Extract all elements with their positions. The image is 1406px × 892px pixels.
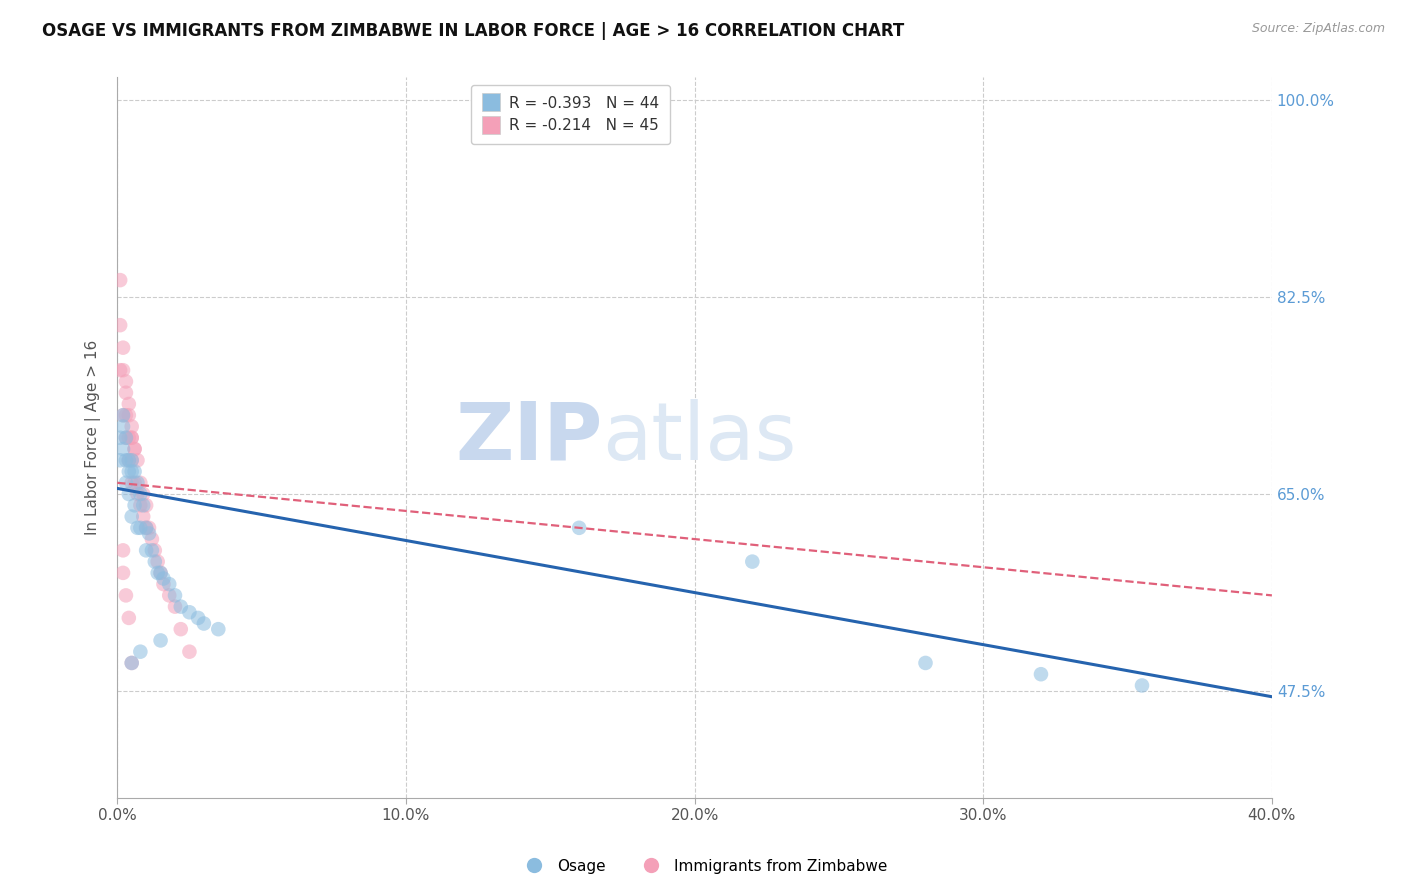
Point (121, 419, 143, 434)
Point (112, 419, 135, 434)
Point (141, 532, 163, 546)
Text: ZIP: ZIP (456, 399, 602, 476)
Point (141, 543, 163, 558)
Text: OSAGE VS IMMIGRANTS FROM ZIMBABWE IN LABOR FORCE | AGE > 16 CORRELATION CHART: OSAGE VS IMMIGRANTS FROM ZIMBABWE IN LAB… (42, 22, 904, 40)
Point (108, 273, 131, 287)
Point (914, 656, 936, 670)
Point (138, 521, 160, 535)
Point (115, 588, 138, 602)
Point (112, 363, 135, 377)
Point (127, 487, 149, 501)
Point (187, 611, 209, 625)
Point (115, 431, 138, 445)
Point (108, 431, 131, 445)
Point (118, 465, 141, 479)
Text: Source: ZipAtlas.com: Source: ZipAtlas.com (1251, 22, 1385, 36)
Point (112, 409, 135, 423)
Point (143, 555, 166, 569)
Point (207, 622, 229, 636)
Point (146, 555, 169, 569)
Point (149, 566, 172, 580)
Point (129, 475, 152, 490)
Point (135, 498, 157, 512)
Point (129, 498, 152, 512)
Point (138, 526, 160, 541)
Point (179, 645, 201, 659)
Point (157, 588, 180, 602)
Point (179, 605, 201, 619)
Point (115, 475, 138, 490)
Point (124, 442, 146, 456)
Y-axis label: In Labor Force | Age > 16: In Labor Force | Age > 16 (86, 340, 101, 535)
Point (115, 409, 138, 423)
Point (132, 509, 155, 524)
Legend: Osage, Immigrants from Zimbabwe: Osage, Immigrants from Zimbabwe (512, 853, 894, 880)
Point (163, 599, 186, 614)
Legend: R = -0.393   N = 44, R = -0.214   N = 45: R = -0.393 N = 44, R = -0.214 N = 45 (471, 85, 671, 145)
Point (135, 521, 157, 535)
Point (1130, 678, 1153, 692)
Point (115, 453, 138, 467)
Point (115, 375, 138, 389)
Point (124, 498, 146, 512)
Point (129, 487, 152, 501)
Point (152, 577, 174, 591)
Point (121, 509, 143, 524)
Point (115, 431, 138, 445)
Point (193, 616, 215, 631)
Point (118, 453, 141, 467)
Point (121, 453, 143, 467)
Point (121, 431, 143, 445)
Point (112, 543, 135, 558)
Point (118, 397, 141, 411)
Point (108, 363, 131, 377)
Point (127, 475, 149, 490)
Point (121, 475, 143, 490)
Point (129, 645, 152, 659)
Point (170, 599, 193, 614)
Point (118, 431, 141, 445)
Point (112, 566, 135, 580)
Point (741, 555, 763, 569)
Point (118, 409, 141, 423)
Point (108, 453, 131, 467)
Point (135, 543, 157, 558)
Point (118, 487, 141, 501)
Point (568, 521, 591, 535)
Point (129, 521, 152, 535)
Point (121, 453, 143, 467)
Text: atlas: atlas (602, 399, 797, 476)
Point (112, 409, 135, 423)
Point (135, 521, 157, 535)
Point (115, 385, 138, 400)
Point (121, 656, 143, 670)
Point (124, 465, 146, 479)
Point (146, 566, 169, 580)
Point (163, 588, 186, 602)
Point (143, 543, 166, 558)
Point (149, 633, 172, 648)
Point (132, 498, 155, 512)
Point (118, 611, 141, 625)
Point (149, 566, 172, 580)
Point (127, 453, 149, 467)
Point (112, 442, 135, 456)
Point (108, 318, 131, 333)
Point (157, 577, 180, 591)
Point (152, 572, 174, 586)
Point (170, 622, 193, 636)
Point (118, 453, 141, 467)
Point (121, 431, 143, 445)
Point (124, 475, 146, 490)
Point (1029, 667, 1052, 681)
Point (121, 656, 143, 670)
Point (112, 341, 135, 355)
Point (132, 487, 155, 501)
Point (124, 442, 146, 456)
Point (127, 521, 149, 535)
Point (121, 465, 143, 479)
